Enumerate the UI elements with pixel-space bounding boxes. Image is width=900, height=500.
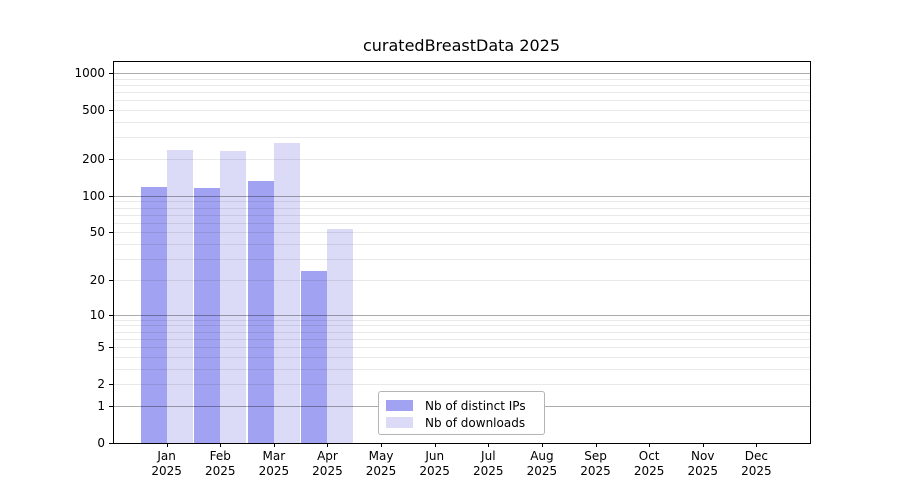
- bar-downloads-apr: [327, 229, 354, 443]
- y-tick-mark: [109, 279, 113, 281]
- y-tick-label: 200: [82, 151, 105, 166]
- gridline-minor: [113, 331, 810, 333]
- x-tick-label-dec: Dec 2025: [741, 449, 772, 478]
- legend-label-downloads: Nb of downloads: [425, 415, 526, 430]
- chart-title: curatedBreastData 2025: [362, 36, 561, 55]
- y-tick-label: 5: [97, 340, 105, 355]
- gridline-minor: [113, 338, 810, 340]
- x-tick-mark: [273, 443, 275, 447]
- gridline-minor: [113, 158, 810, 160]
- x-tick-mark: [649, 443, 651, 447]
- bar-ips-jan: [140, 187, 167, 443]
- x-tick-label-nov: Nov 2025: [687, 449, 719, 478]
- y-tick-mark: [109, 158, 113, 160]
- legend: Nb of distinct IPs Nb of downloads: [378, 391, 545, 435]
- legend-swatch-downloads: [386, 417, 413, 428]
- legend-item-downloads: Nb of downloads: [386, 414, 534, 431]
- y-tick-label: 100: [82, 188, 105, 203]
- gridline-minor: [113, 232, 810, 234]
- gridline-major: [113, 72, 810, 74]
- gridline-minor: [113, 137, 810, 139]
- gridline-minor: [113, 222, 810, 224]
- gridline-minor: [113, 259, 810, 261]
- y-tick-mark: [109, 72, 113, 74]
- x-tick-label-aug: Aug 2025: [526, 449, 558, 478]
- gridline-minor: [113, 384, 810, 386]
- bar-ips-apr: [301, 270, 328, 443]
- x-tick-label-jul: Jul 2025: [473, 449, 504, 478]
- y-tick-label: 0: [97, 436, 105, 450]
- gridline-minor: [113, 356, 810, 358]
- bar-downloads-mar: [273, 143, 300, 443]
- gridline-minor: [113, 347, 810, 349]
- x-tick-mark: [756, 443, 758, 447]
- y-tick-label: 1000: [74, 65, 105, 80]
- bar-ips-mar: [247, 180, 274, 443]
- x-tick-mark: [541, 443, 543, 447]
- gridline-minor: [113, 92, 810, 94]
- plot-area: [113, 61, 810, 443]
- gridline-minor: [113, 121, 810, 123]
- x-tick-mark: [702, 443, 704, 447]
- y-tick-mark: [109, 443, 113, 444]
- y-tick-mark: [109, 314, 113, 316]
- y-tick-label: 500: [82, 103, 105, 118]
- x-tick-mark: [220, 443, 222, 447]
- gridline-minor: [113, 319, 810, 321]
- gridline-major: [113, 195, 810, 197]
- legend-item-distinct-ips: Nb of distinct IPs: [386, 397, 534, 414]
- y-tick-label: 20: [89, 272, 105, 287]
- y-tick-mark: [109, 110, 113, 112]
- bar-ips-feb: [194, 188, 221, 443]
- y-tick-mark: [109, 347, 113, 349]
- gridline-minor: [113, 279, 810, 281]
- x-tick-mark: [595, 443, 597, 447]
- gridline-minor: [113, 110, 810, 112]
- y-tick-mark: [109, 195, 113, 197]
- y-tick-mark: [109, 405, 113, 407]
- x-tick-label-feb: Feb 2025: [204, 449, 236, 478]
- bar-downloads-feb: [220, 151, 247, 443]
- gridline-minor: [113, 244, 810, 246]
- x-tick-mark: [327, 443, 329, 447]
- x-tick-label-apr: Apr 2025: [312, 449, 343, 478]
- x-tick-mark: [166, 443, 168, 447]
- legend-swatch-distinct-ips: [386, 400, 413, 411]
- bar-downloads-jan: [166, 150, 193, 443]
- x-tick-label-sep: Sep 2025: [580, 449, 611, 478]
- gridline-minor: [113, 100, 810, 102]
- x-tick-label-jan: Jan 2025: [151, 449, 182, 478]
- gridline-minor: [113, 368, 810, 370]
- x-tick-label-mar: Mar 2025: [258, 449, 290, 478]
- y-tick-mark: [109, 232, 113, 234]
- x-tick-label-jun: Jun 2025: [419, 449, 450, 478]
- y-tick-label: 50: [89, 225, 105, 240]
- x-tick-label-oct: Oct 2025: [633, 449, 665, 478]
- gridline-minor: [113, 201, 810, 203]
- y-tick-label: 1: [97, 398, 105, 413]
- legend-label-distinct-ips: Nb of distinct IPs: [425, 398, 526, 413]
- gridline-minor: [113, 325, 810, 327]
- y-tick-label: 2: [97, 377, 105, 392]
- gridline-minor: [113, 214, 810, 216]
- gridline-minor: [113, 84, 810, 86]
- x-tick-label-may: May 2025: [365, 449, 397, 478]
- y-tick-mark: [109, 384, 113, 386]
- gridline-minor: [113, 207, 810, 209]
- gridline-minor: [113, 78, 810, 80]
- y-tick-label: 10: [89, 307, 105, 322]
- gridline-major: [113, 314, 810, 316]
- x-tick-mark: [381, 443, 383, 447]
- x-tick-mark: [488, 443, 490, 447]
- x-tick-mark: [434, 443, 436, 447]
